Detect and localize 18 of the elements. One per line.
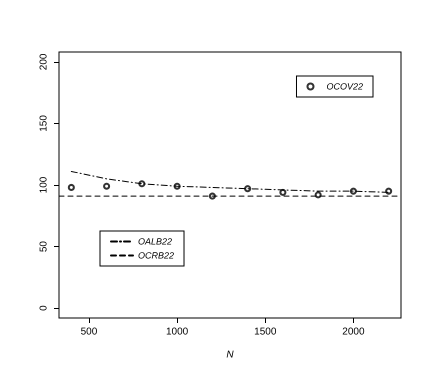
legend-label: OCRB22 [138, 250, 174, 260]
point [68, 184, 75, 191]
y-tick-label: 200 [38, 53, 50, 70]
legend-label: OALB22 [138, 236, 172, 246]
y-tick-label: 50 [38, 240, 50, 252]
x-axis-title: N [226, 350, 234, 360]
y-tick-label: 150 [38, 114, 50, 132]
point [385, 188, 392, 195]
point [103, 182, 110, 190]
x-tick-label: 2000 [342, 326, 365, 338]
point [279, 188, 286, 196]
x-tick-label: 1500 [254, 326, 277, 338]
x-tick-label: 500 [80, 326, 98, 338]
point [314, 191, 322, 198]
y-tick-label: 100 [38, 176, 50, 194]
legend-label: OCOV22 [326, 82, 363, 92]
y-tick-label: 0 [38, 304, 50, 311]
x-tick-label: 1000 [166, 326, 189, 338]
